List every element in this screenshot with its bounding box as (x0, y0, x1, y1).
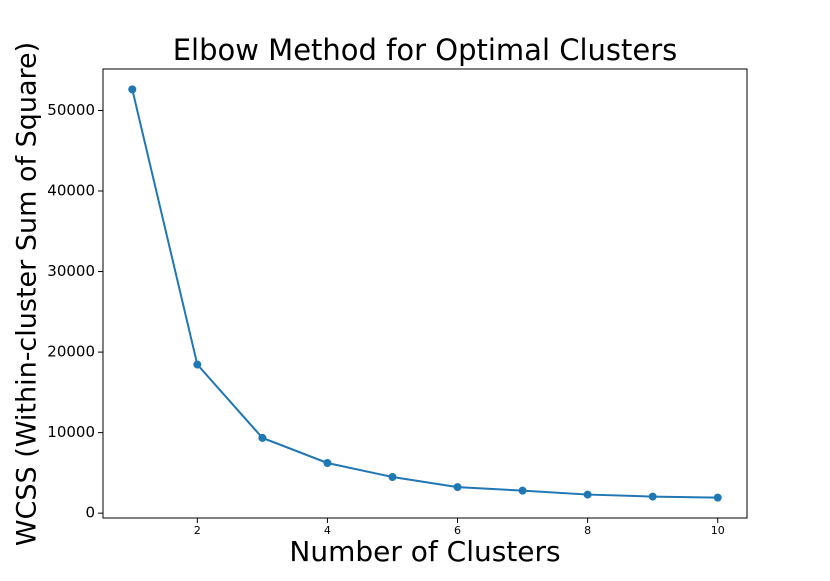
y-tick-label: 40000 (47, 182, 95, 200)
x-tick-label: 6 (454, 524, 461, 537)
chart-title: Elbow Method for Optimal Clusters (173, 33, 678, 67)
x-axis-label: Number of Clusters (289, 535, 560, 568)
point (323, 458, 332, 467)
point (258, 433, 267, 442)
y-tick-label: 50000 (47, 101, 95, 119)
point (713, 493, 722, 502)
point (388, 473, 397, 482)
y-tick-label: 30000 (47, 262, 95, 280)
line (131, 89, 718, 499)
x-tick-label: 4 (324, 524, 331, 537)
x-tick-label: 8 (584, 524, 591, 537)
point (453, 483, 462, 492)
y-tick-label: 10000 (47, 423, 95, 441)
y-tick-label: 20000 (47, 343, 95, 361)
x-tick-label: 10 (711, 524, 725, 537)
point (193, 360, 202, 369)
x-tick-label: 2 (194, 524, 201, 537)
plot-frame (102, 68, 748, 519)
y-axis-label: WCSS (Within-cluster Sum of Square) (12, 42, 43, 546)
point (518, 486, 527, 495)
point (128, 85, 137, 94)
point (648, 492, 657, 501)
y-tick-label: 0 (85, 504, 95, 522)
point (583, 490, 592, 499)
